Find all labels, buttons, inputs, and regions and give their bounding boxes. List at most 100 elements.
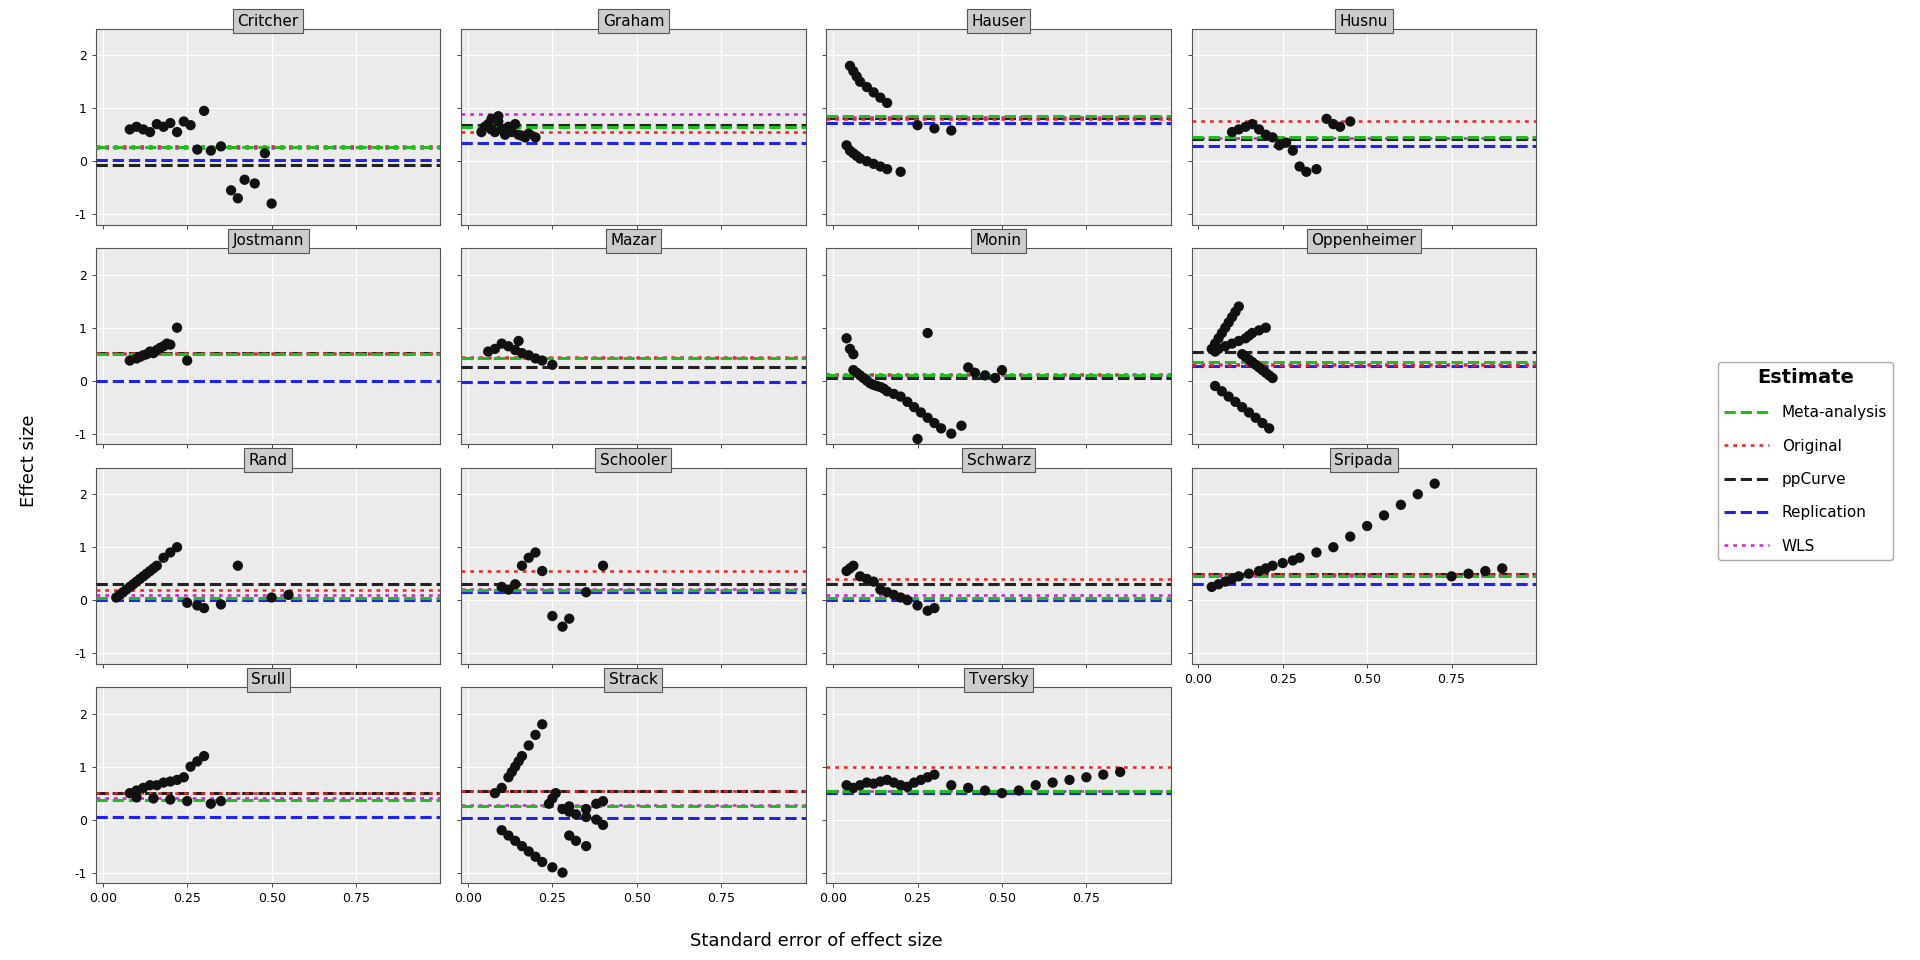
Point	[872, 585, 902, 600]
Text: Husnu: Husnu	[1340, 13, 1388, 29]
Point	[134, 344, 165, 359]
Point	[561, 806, 591, 822]
Point	[1219, 304, 1250, 320]
Point	[952, 360, 983, 375]
Point	[152, 336, 182, 351]
Point	[534, 796, 564, 811]
Point	[835, 143, 866, 158]
Point	[513, 844, 543, 859]
Point	[1217, 309, 1248, 324]
Point	[1217, 571, 1248, 587]
Point	[906, 772, 937, 787]
Point	[205, 138, 236, 154]
Point	[987, 363, 1018, 378]
Point	[144, 340, 175, 355]
Point	[499, 577, 530, 592]
Point	[582, 796, 612, 811]
Point	[255, 196, 286, 211]
Point	[837, 558, 868, 573]
Point	[240, 176, 271, 191]
Point	[507, 558, 538, 573]
Point	[1204, 341, 1235, 356]
Point	[476, 122, 507, 137]
Point	[1302, 545, 1332, 561]
Point	[1284, 550, 1315, 565]
Point	[526, 854, 557, 870]
Point	[858, 574, 889, 589]
Point	[854, 375, 885, 391]
Point	[115, 579, 146, 594]
Point	[1471, 564, 1501, 579]
Point	[837, 63, 868, 79]
Point	[538, 609, 568, 624]
Point	[885, 164, 916, 180]
Point	[845, 368, 876, 383]
Point	[845, 151, 876, 166]
Point	[503, 754, 534, 769]
Point	[582, 812, 612, 828]
Point	[182, 754, 213, 769]
Point	[255, 589, 286, 605]
Point	[520, 350, 551, 366]
Point	[121, 782, 152, 798]
Point	[196, 796, 227, 811]
Point	[142, 558, 173, 573]
Point	[115, 353, 146, 369]
Point	[115, 785, 146, 801]
Point	[104, 588, 134, 603]
Point	[872, 161, 902, 177]
Point	[851, 571, 881, 587]
Point	[161, 540, 192, 555]
Point	[513, 126, 543, 141]
Point	[1206, 384, 1236, 399]
Point	[912, 325, 943, 341]
Point	[161, 125, 192, 140]
Point	[1436, 568, 1467, 584]
Point	[1250, 561, 1281, 576]
Point	[142, 343, 173, 358]
Point	[987, 785, 1018, 801]
Point	[1334, 529, 1365, 544]
Point	[223, 558, 253, 573]
Point	[520, 545, 551, 561]
Point	[1311, 111, 1342, 127]
Point	[182, 598, 213, 613]
Point	[902, 431, 933, 446]
Point	[912, 410, 943, 425]
Point	[837, 347, 868, 362]
Point	[484, 114, 515, 130]
Point	[171, 793, 202, 808]
Point	[188, 600, 219, 615]
Point	[925, 420, 956, 436]
Point	[970, 782, 1000, 798]
Point	[129, 122, 159, 137]
Point	[849, 371, 879, 386]
Point	[872, 95, 902, 110]
Point	[503, 127, 534, 142]
Point	[912, 603, 943, 618]
Point	[526, 353, 557, 369]
Point	[156, 545, 186, 561]
Text: Rand: Rand	[250, 453, 288, 468]
Point	[879, 775, 910, 790]
Point	[131, 347, 161, 362]
Point	[912, 770, 943, 785]
Point	[1317, 540, 1348, 555]
Point	[879, 588, 910, 603]
Point	[858, 84, 889, 100]
Point	[1263, 137, 1294, 153]
Point	[520, 130, 551, 145]
Point	[845, 568, 876, 584]
Point	[831, 330, 862, 346]
Point	[553, 804, 584, 820]
Point	[188, 104, 219, 119]
Text: Oppenheimer: Oppenheimer	[1311, 233, 1417, 249]
Point	[1419, 476, 1450, 492]
Point	[1037, 775, 1068, 790]
Point	[1244, 564, 1275, 579]
Point	[228, 172, 259, 187]
Point	[1219, 395, 1250, 410]
Point	[499, 759, 530, 775]
Point	[1258, 130, 1288, 145]
Point	[866, 90, 897, 106]
